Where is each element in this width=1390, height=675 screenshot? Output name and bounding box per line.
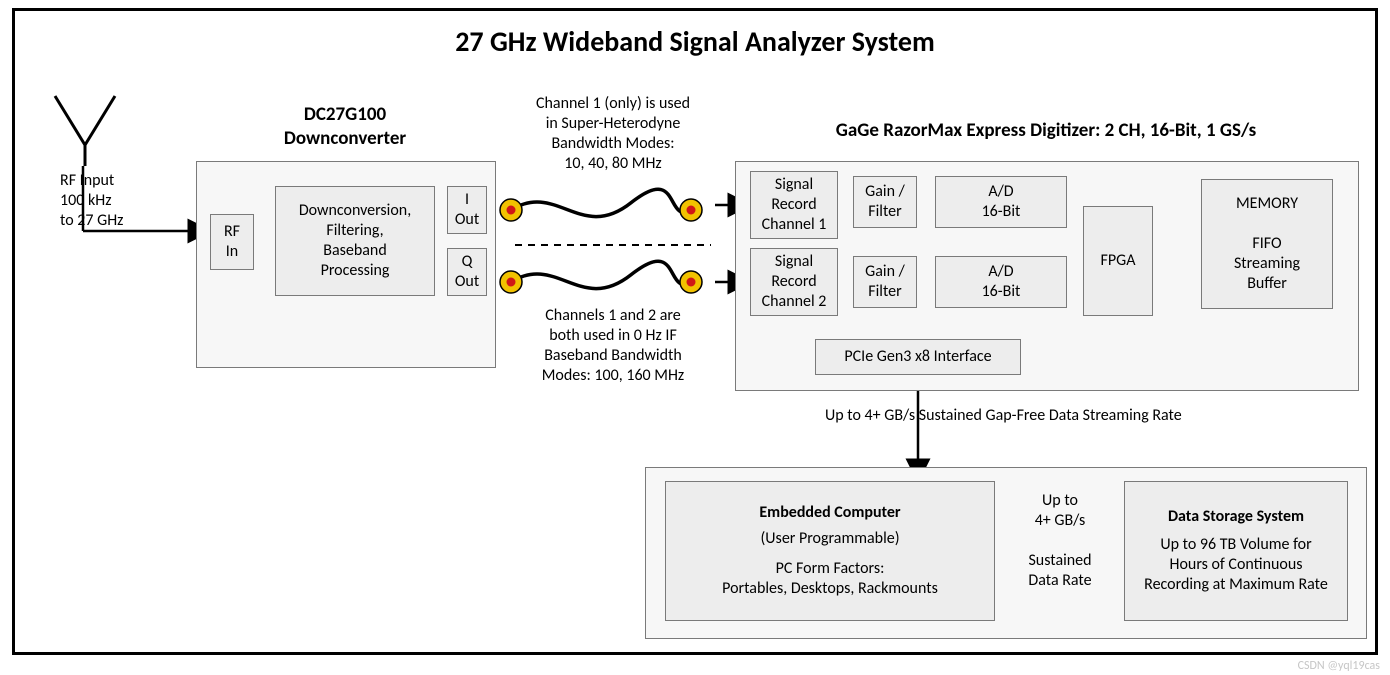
diagram-canvas: 27 GHz Wideband Signal Analyzer System R… (0, 0, 1390, 675)
downconverter-heading: DC27G100Downconverter (196, 103, 494, 151)
node-adc-2: A/D16-Bit (935, 256, 1067, 308)
node-i-out: IOut (447, 186, 487, 234)
rf-input-label: RF Input100 kHzto 27 GHz (60, 171, 160, 231)
storage-body: Up to 96 TB Volume forHours of Continuou… (1144, 535, 1328, 595)
outer-frame: 27 GHz Wideband Signal Analyzer System R… (12, 8, 1378, 655)
node-adc-1: A/D16-Bit (935, 176, 1067, 228)
node-fpga: FPGA (1083, 206, 1153, 316)
node-gain-filter-2: Gain /Filter (853, 256, 917, 308)
node-gain-filter-1: Gain /Filter (853, 176, 917, 228)
node-signal-record-ch1: SignalRecordChannel 1 (750, 171, 838, 239)
mid-rate-label: Up to4+ GB/s SustainedData Rate (1005, 491, 1115, 591)
cable-note-bottom: Channels 1 and 2 areboth used in 0 Hz IF… (513, 306, 713, 386)
node-q-out: QOut (447, 248, 487, 296)
computer-heading: Embedded Computer (759, 503, 900, 523)
node-data-storage: Data Storage System Up to 96 TB Volume f… (1124, 481, 1348, 621)
digitizer-heading: GaGe RazorMax Express Digitizer: 2 CH, 1… (735, 119, 1357, 143)
node-pcie: PCIe Gen3 x8 Interface (815, 339, 1021, 375)
node-downconversion-core: Downconversion,Filtering,BasebandProcess… (275, 186, 435, 296)
node-memory: MEMORY FIFOStreamingBuffer (1201, 179, 1333, 309)
node-embedded-computer: Embedded Computer (User Programmable) PC… (665, 481, 995, 621)
computer-sub2: PC Form Factors:Portables, Desktops, Rac… (722, 559, 938, 599)
cable-note-top: Channel 1 (only) is usedin Super-Heterod… (513, 94, 713, 174)
node-rf-in: RFIn (210, 214, 254, 270)
computer-sub1: (User Programmable) (760, 529, 899, 549)
node-signal-record-ch2: SignalRecordChannel 2 (750, 248, 838, 316)
stream-rate-label: Up to 4+ GB/s Sustained Gap-Free Data St… (825, 406, 1325, 426)
watermark: CSDN @yql19cas (1298, 659, 1380, 673)
storage-heading: Data Storage System (1168, 507, 1304, 527)
